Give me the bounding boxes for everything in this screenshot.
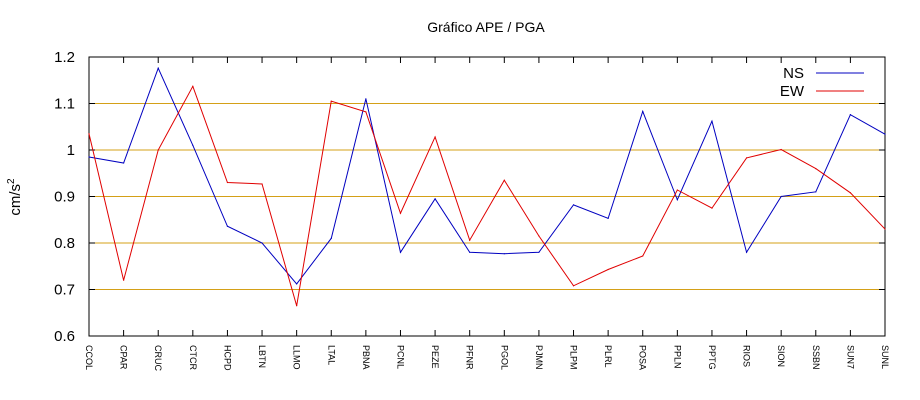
x-tick-label: PJMN: [534, 345, 544, 370]
data-point-ns: [434, 198, 436, 200]
x-tick-label: LLMO: [292, 345, 302, 370]
data-point-ew: [469, 239, 471, 241]
data-point-ew: [192, 85, 194, 87]
x-tick-label: PFNR: [465, 345, 475, 370]
x-tick-label: PLRL: [603, 345, 613, 368]
legend-label: EW: [780, 83, 805, 100]
data-point-ns: [642, 110, 644, 113]
data-point-ew: [88, 133, 90, 135]
x-tick-label: SION: [776, 345, 786, 367]
x-tick-label: PPLN: [672, 345, 682, 369]
data-point-ew: [296, 305, 298, 307]
x-tick-label: POSA: [638, 345, 648, 370]
y-tick-label: 0.6: [54, 328, 75, 345]
x-axis-ticks: CCOL CPAR CRUC CTCR HCPD LBTN LLMO LTAL PBNA PCNL…: [84, 57, 890, 371]
series-line-ns: [88, 66, 886, 285]
y-axis-label-superscript: 2: [6, 178, 17, 184]
data-point-ew: [780, 148, 782, 151]
series-lines: [88, 66, 886, 307]
data-point-ew: [642, 255, 644, 257]
plot-frame: [88, 56, 886, 337]
chart-title: Gráfico APE / PGA: [427, 19, 545, 35]
data-point-ns: [780, 195, 782, 198]
legend-label: NS: [783, 65, 804, 82]
data-point-ew: [123, 279, 125, 281]
data-point-ew: [711, 207, 713, 209]
x-tick-label: HCPD: [222, 345, 232, 371]
data-point-ew: [434, 136, 436, 138]
data-point-ew: [572, 285, 575, 287]
data-point-ew: [676, 189, 678, 191]
data-point-ew: [399, 212, 402, 214]
data-point-ns: [503, 253, 505, 255]
x-tick-label: SSBN: [811, 345, 821, 370]
data-point-ns: [261, 242, 263, 244]
data-point-ns: [607, 217, 609, 219]
data-point-ns: [296, 283, 298, 285]
y-tick-label: 1: [67, 142, 75, 159]
data-point-ns: [157, 67, 159, 69]
data-point-ns: [676, 199, 678, 201]
x-tick-label: PLPM: [569, 345, 579, 370]
x-tick-label: PEZE: [430, 345, 440, 369]
y-tick-label: 0.7: [54, 282, 75, 299]
y-axis-label: cm/s2: [6, 178, 24, 216]
data-point-ew: [884, 228, 886, 230]
x-tick-label: CPAR: [119, 345, 129, 370]
data-point-ns: [711, 120, 713, 122]
data-point-ns: [192, 144, 194, 146]
gridlines: [89, 103, 885, 290]
x-tick-label: PPTG: [707, 345, 717, 370]
data-point-ns: [815, 191, 817, 193]
y-tick-label: 1.2: [54, 49, 75, 66]
y-tick-label: 1.1: [54, 96, 75, 113]
x-tick-label: PBNA: [361, 345, 371, 370]
x-tick-label: SUN7: [845, 345, 855, 369]
data-point-ew: [503, 179, 505, 181]
data-point-ns: [330, 237, 332, 239]
y-tick-label: 0.8: [54, 235, 75, 252]
data-point-ew: [261, 183, 263, 185]
data-point-ns: [572, 204, 575, 206]
data-point-ns: [849, 114, 851, 116]
data-point-ew: [365, 111, 367, 113]
data-point-ew: [226, 181, 229, 184]
data-point-ns: [538, 251, 540, 253]
y-tick-label: 0.9: [54, 189, 75, 206]
x-tick-label: CTCR: [188, 345, 198, 370]
data-point-ns: [469, 251, 471, 253]
data-point-ew: [815, 168, 817, 170]
x-tick-label: CRUC: [153, 345, 163, 371]
data-point-ns: [226, 225, 229, 227]
series-line-ew: [88, 85, 886, 306]
data-point-ns: [399, 251, 402, 253]
x-tick-label: PGOL: [499, 345, 509, 370]
x-tick-label: SUNL: [880, 345, 890, 369]
data-point-ns: [123, 162, 125, 164]
y-axis-ticks: 0.6 0.7 0.8 0.9 1 1.1 1.2: [54, 49, 885, 345]
data-point-ew: [330, 100, 332, 102]
data-point-ns: [88, 156, 90, 158]
x-tick-label: PCNL: [395, 345, 405, 369]
x-tick-label: LBTN: [257, 345, 267, 368]
x-tick-label: CCOL: [84, 345, 94, 370]
data-point-ew: [607, 268, 609, 271]
data-point-ew: [745, 157, 748, 159]
data-point-ew: [849, 192, 851, 194]
data-point-ns: [365, 98, 367, 100]
y-axis-label-text: cm/s: [7, 184, 24, 216]
data-point-ns: [884, 133, 886, 135]
data-point-ew: [538, 235, 540, 237]
data-point-ns: [745, 251, 748, 253]
data-point-ew: [157, 149, 159, 151]
x-tick-label: LTAL: [326, 345, 336, 365]
x-tick-label: RIOS: [742, 345, 752, 367]
